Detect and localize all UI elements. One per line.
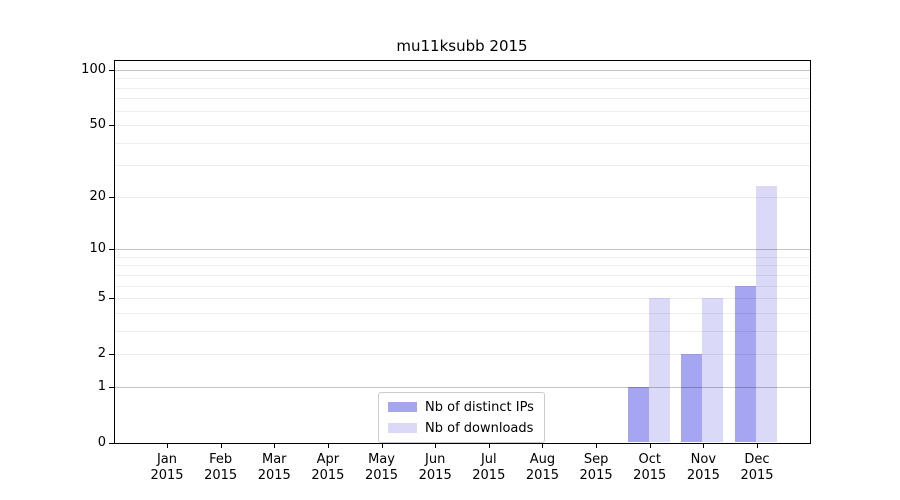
x-tick-mark [435,443,437,448]
x-tick-month: Aug [529,452,556,467]
legend: Nb of distinct IPs Nb of downloads [378,392,545,443]
bar-distinct-ips [681,354,703,442]
gridline [115,98,810,100]
x-tick-label: Apr 2015 [300,452,356,484]
x-tick-mark [488,443,490,448]
bar-distinct-ips [627,386,649,442]
y-tick-mark [109,354,114,356]
gridline [115,298,810,300]
x-tick-label: Oct 2015 [622,452,678,484]
chart-title: mu11ksubb 2015 [396,37,528,55]
gridline [115,125,810,127]
x-tick-mark [757,443,758,448]
y-tick-label: 100 [81,62,106,77]
x-tick-mark [381,443,383,448]
y-tick-label: 20 [89,188,106,204]
x-tick-mark [649,443,651,448]
x-tick-label: Nov 2015 [675,452,731,484]
gridline [115,70,810,71]
gridline [115,274,810,276]
gridline [115,330,810,332]
x-tick-month: Dec [744,452,770,467]
gridline [115,386,810,388]
x-tick-label: Feb 2015 [193,452,249,484]
x-tick-mark [167,443,168,448]
x-tick-year: 2015 [740,468,774,483]
bar-downloads [702,298,724,442]
gridline [115,285,810,287]
gridline [115,256,810,258]
y-tick-label: 5 [97,290,106,306]
gridline [115,312,810,314]
x-tick-month: Nov [690,452,717,467]
x-tick-label: Dec 2015 [729,452,785,484]
gridline [115,354,810,356]
y-tick-label: 50 [89,117,106,133]
x-tick-month: Jul [480,452,497,467]
legend-item-distinct-ips: Nb of distinct IPs [388,398,534,416]
x-tick-year: 2015 [579,468,613,483]
gridline [115,110,810,112]
x-tick-mark [274,443,276,448]
legend-item-downloads: Nb of downloads [388,419,534,437]
gridline [115,165,810,167]
x-tick-year: 2015 [686,468,720,483]
y-tick-mark [109,443,114,444]
y-tick-mark [109,196,114,198]
x-tick-year: 2015 [150,468,184,483]
y-tick-mark [109,125,114,127]
x-tick-year: 2015 [364,468,399,483]
gridline [115,78,810,80]
x-tick-year: 2015 [257,468,291,483]
x-tick-year: 2015 [633,468,667,483]
x-tick-month: Mar [262,452,287,467]
x-tick-month: Feb [209,452,233,467]
x-tick-label: Mar 2015 [246,452,302,484]
x-tick-year: 2015 [204,468,238,483]
legend-swatch-distinct-ips [388,402,417,412]
x-tick-month: Jun [425,452,446,467]
x-tick-mark [220,443,222,448]
gridline [115,87,810,89]
bar-distinct-ips [735,285,756,442]
y-tick-label: 10 [89,241,106,257]
x-tick-label: Aug 2015 [514,452,570,484]
y-tick-label: 1 [97,378,106,394]
x-tick-mark [703,443,705,448]
legend-label-downloads: Nb of downloads [425,420,534,436]
x-tick-month: Jan [156,452,178,467]
x-tick-year: 2015 [472,468,506,483]
x-tick-month: Oct [638,452,661,467]
y-tick-label: 2 [97,346,106,362]
y-tick-label: 0 [97,435,106,450]
x-tick-year: 2015 [525,468,559,483]
y-tick-mark [109,70,114,71]
x-tick-label: Sep 2015 [568,452,624,484]
x-tick-year: 2015 [311,468,345,483]
x-tick-label: Jun 2015 [407,452,463,484]
x-tick-year: 2015 [418,468,452,483]
gridline [115,142,810,144]
x-tick-mark [327,443,329,448]
bar-downloads [756,186,777,442]
x-tick-mark [542,443,544,448]
gridline [115,265,810,267]
x-tick-label: Jan 2015 [139,452,195,484]
legend-swatch-downloads [388,423,417,433]
bar-downloads [648,298,670,442]
y-tick-mark [109,386,114,388]
gridline [115,196,810,198]
x-tick-month: Apr [316,452,340,467]
x-tick-mark [596,443,598,448]
gridline [115,249,810,251]
x-tick-label: Jul 2015 [461,452,517,484]
x-tick-label: May 2015 [354,452,410,484]
x-tick-month: May [368,452,395,467]
y-tick-mark [109,249,114,251]
legend-label-distinct-ips: Nb of distinct IPs [425,399,534,415]
x-tick-month: Sep [583,452,609,467]
y-tick-mark [109,298,114,300]
plot-area [114,60,811,444]
